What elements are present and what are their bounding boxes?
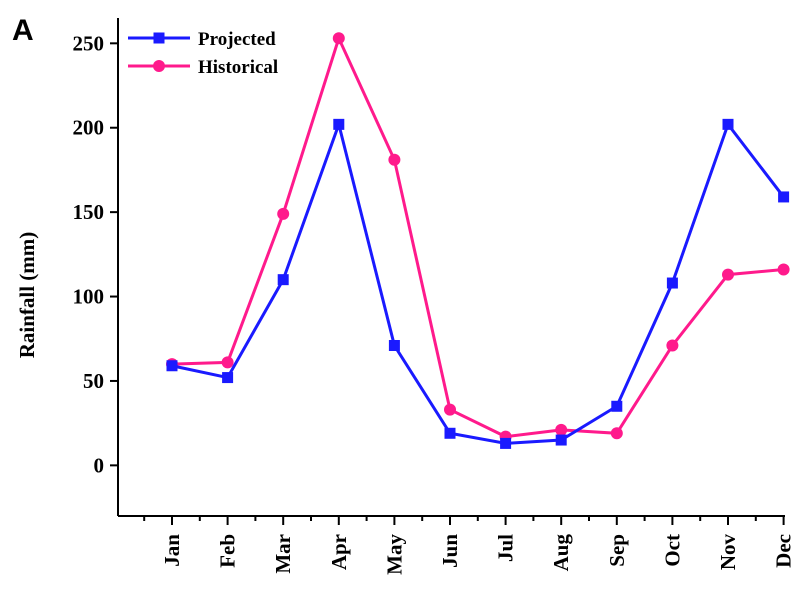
y-ticks: 0 50 100 150 200 250 (73, 31, 118, 477)
y-tick-label: 200 (73, 116, 105, 140)
projected-point (166, 360, 178, 372)
historical-line (171, 34, 784, 439)
historical-point (555, 423, 568, 436)
historical-point (666, 339, 679, 352)
historical-point (332, 32, 345, 45)
historical-point (277, 207, 290, 220)
x-tick-label: Apr (327, 534, 351, 570)
y-axis-label: Rainfall (mm) (15, 232, 39, 359)
projected-point (222, 372, 234, 384)
historical-point (444, 403, 456, 416)
y-tick-label: 150 (73, 200, 105, 224)
historical-point (777, 263, 790, 276)
projected-point (722, 118, 734, 130)
y-tick-label: 0 (94, 453, 105, 477)
x-tick-label: Oct (660, 534, 684, 567)
historical-point (221, 356, 234, 369)
y-tick-label: 250 (73, 31, 105, 55)
projected-point (778, 191, 790, 203)
projected-legend-marker (153, 32, 165, 44)
projected-point (666, 277, 678, 289)
x-tick-label: May (382, 534, 406, 575)
projected-point (611, 400, 623, 412)
projected-legend-label: Projected (198, 29, 276, 50)
historical-legend-marker (153, 60, 165, 72)
x-ticks: Jan Feb Mar Apr May Jun Jul Aug Sep Oct Nov Dec (143, 516, 795, 575)
historical-point (610, 427, 623, 440)
projected-point (333, 118, 345, 130)
x-tick-label: Nov (716, 534, 740, 571)
legend: Projected Historical (128, 29, 278, 78)
axes (117, 18, 785, 517)
projected-point (388, 339, 400, 351)
x-tick-label: Aug (549, 534, 573, 572)
x-tick-label: Mar (271, 534, 295, 574)
historical-point (722, 268, 734, 281)
y-tick-label: 50 (83, 369, 104, 393)
projected-point (444, 427, 456, 439)
x-tick-label: Sep (605, 534, 629, 567)
projected-point (555, 434, 567, 446)
x-tick-label: Jan (160, 534, 184, 567)
projected-point (500, 437, 512, 449)
projected-line (171, 119, 785, 445)
series-group (166, 32, 790, 449)
projected-point (277, 274, 289, 286)
x-tick-label: Jul (494, 534, 518, 562)
historical-legend-label: Historical (198, 57, 278, 78)
y-tick-label: 100 (73, 285, 105, 309)
x-tick-label: Feb (216, 534, 240, 568)
x-tick-label: Dec (772, 534, 795, 568)
x-tick-label: Jun (438, 534, 462, 568)
historical-point (388, 153, 401, 166)
panel-label: A (12, 14, 34, 47)
